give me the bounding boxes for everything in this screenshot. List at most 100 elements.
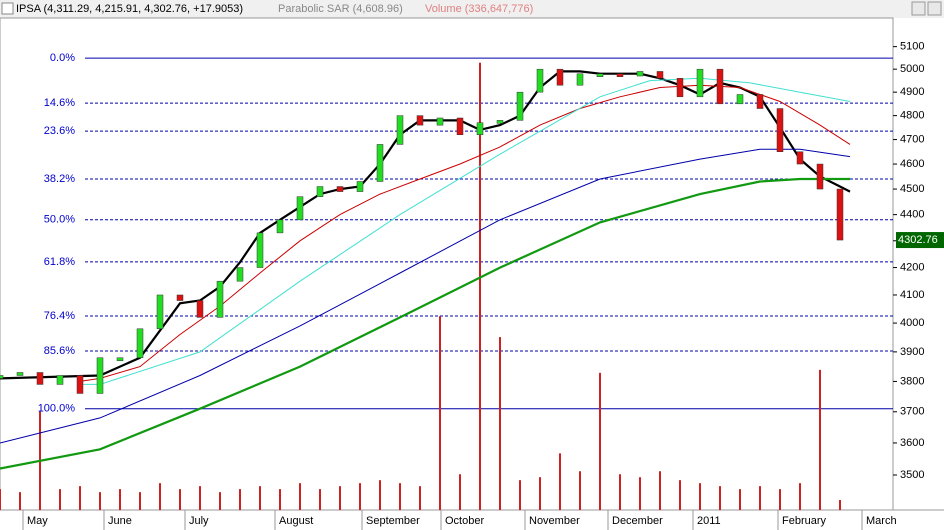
candle [516, 91, 524, 121]
volume-bar [359, 483, 361, 510]
volume-bar [739, 489, 741, 510]
candle [276, 219, 284, 234]
volume-bar [319, 489, 321, 510]
candle [476, 122, 484, 135]
x-tick-label: March [866, 515, 897, 527]
candle [376, 144, 384, 182]
ma-line [79, 84, 851, 382]
volume-bar [719, 486, 721, 510]
volume-bar [259, 486, 261, 510]
chart-icon [1, 2, 14, 15]
x-tick-label: June [108, 515, 132, 527]
volume-bar [139, 492, 141, 510]
candle [316, 186, 324, 197]
volume-bar [459, 474, 461, 510]
volume-bar [179, 489, 181, 510]
candle [736, 94, 744, 105]
candle [636, 71, 644, 77]
volume-bar [99, 492, 101, 510]
y-tick-label: 3600 [900, 437, 924, 449]
candle [136, 328, 144, 358]
candle [836, 188, 844, 241]
x-tick-label: August [279, 515, 313, 527]
ma-line [0, 177, 850, 470]
y-tick-label: 4600 [900, 158, 924, 170]
volume-bar [279, 489, 281, 510]
y-tick-label: 3800 [900, 375, 924, 387]
candle [716, 68, 724, 105]
y-tick-label: 3700 [900, 406, 924, 418]
candle [236, 267, 244, 282]
volume-bar [599, 372, 601, 510]
candle [496, 120, 504, 124]
volume-bar [119, 489, 121, 510]
volume-bar [839, 499, 841, 510]
candle [436, 117, 444, 126]
candle [336, 186, 344, 192]
close-button[interactable] [927, 1, 942, 16]
volume-bar [539, 477, 541, 510]
fib-label: 85.6% [44, 345, 75, 357]
y-tick-label: 4700 [900, 133, 924, 145]
y-tick-label: 4100 [900, 289, 924, 301]
candle [616, 73, 624, 77]
volume-bar [159, 483, 161, 510]
volume-label: Volume (336,647,776) [425, 3, 533, 15]
x-tick-label: October [445, 515, 484, 527]
volume-bar [419, 486, 421, 510]
fib-label: 38.2% [44, 173, 75, 185]
volume-bar [699, 483, 701, 510]
chart-title: IPSA (4,311.29, 4,215.91, 4,302.76, +17.… [16, 3, 243, 15]
volume-bar [59, 489, 61, 510]
x-tick-label: September [366, 515, 420, 527]
y-tick-label: 3500 [900, 469, 924, 481]
candle [16, 372, 24, 376]
volume-bar [819, 369, 821, 510]
header-bar [0, 0, 944, 18]
candle [596, 73, 604, 77]
volume-bar [499, 337, 501, 510]
volume-bar [439, 316, 441, 510]
candle [776, 108, 784, 152]
y-tick-label: 3900 [900, 346, 924, 358]
candle [536, 68, 544, 93]
x-tick-label: November [529, 515, 580, 527]
candle [456, 117, 464, 135]
y-tick-label: 4200 [900, 261, 924, 273]
candle [576, 73, 584, 86]
indicator-label: Parabolic SAR (4,608.96) [278, 3, 403, 15]
y-tick-label: 5100 [900, 41, 924, 53]
volume-bar [0, 489, 1, 510]
candle [216, 280, 224, 318]
y-tick-label: 4000 [900, 317, 924, 329]
candle [56, 375, 64, 385]
volume-bar [679, 480, 681, 510]
volume-bar [339, 486, 341, 510]
x-tick-label: December [612, 515, 663, 527]
candle [356, 181, 364, 192]
volume-bar [659, 471, 661, 510]
volume-bar [399, 483, 401, 510]
volume-bar [239, 489, 241, 510]
volume-bar [379, 480, 381, 510]
restore-button[interactable] [911, 1, 926, 16]
volume-bar [519, 480, 521, 510]
candle [296, 196, 304, 221]
x-tick-label: July [189, 515, 209, 527]
y-tick-label: 4900 [900, 86, 924, 98]
ma-line [80, 77, 851, 385]
candle [696, 68, 704, 98]
volume-bar [639, 477, 641, 510]
candle [116, 357, 124, 361]
y-tick-label: 4500 [900, 183, 924, 195]
x-tick-label: February [782, 515, 827, 527]
fib-label: 14.6% [44, 97, 75, 109]
candle [176, 294, 184, 301]
volume-bar [619, 474, 621, 510]
y-tick-label: 4800 [900, 110, 924, 122]
candle [556, 68, 564, 86]
volume-bar [579, 471, 581, 510]
volume-bar [219, 492, 221, 510]
